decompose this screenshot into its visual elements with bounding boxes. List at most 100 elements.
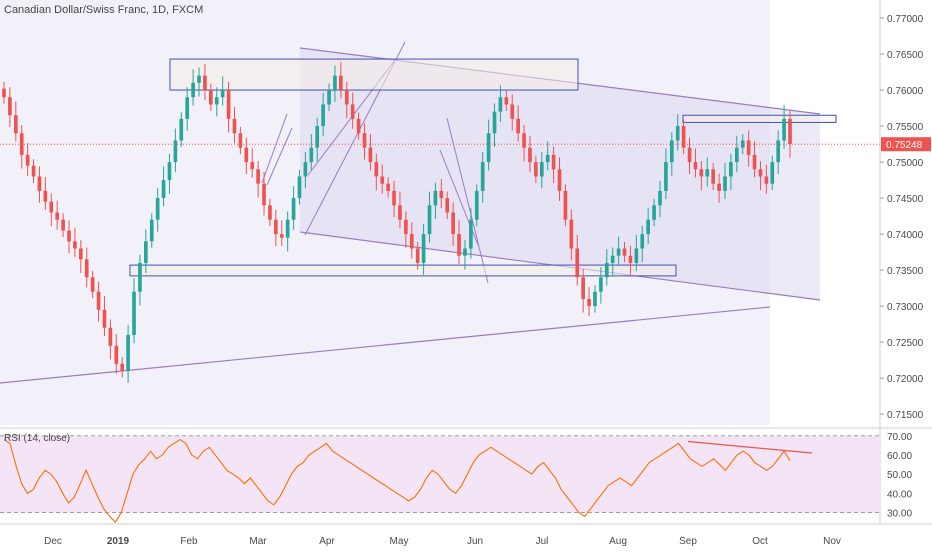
candle-body — [563, 190, 568, 220]
candle-body — [404, 219, 408, 235]
candle-body — [522, 133, 526, 148]
rsi-tick-label: 60.00 — [887, 451, 912, 462]
time-tick-label: Jul — [536, 536, 549, 547]
time-tick-label: Feb — [180, 536, 198, 547]
candle-body — [61, 219, 65, 231]
rsi-divergence-line — [687, 440, 813, 454]
zone-resistance — [169, 58, 579, 91]
candle-body — [498, 97, 503, 112]
flag-line-a — [261, 113, 288, 184]
candle-body — [575, 248, 580, 278]
candle-body — [693, 162, 698, 170]
candle-body — [776, 140, 781, 163]
candle-body — [209, 90, 213, 105]
candle-body — [49, 201, 54, 213]
price-tick-label: 0.74500 — [887, 194, 924, 205]
candle-body — [179, 118, 184, 141]
candle-body — [664, 162, 668, 191]
candle-body — [374, 162, 379, 177]
candle-body — [581, 277, 585, 299]
candle-body — [244, 147, 249, 163]
candle-body — [185, 97, 190, 119]
candle-body — [758, 169, 763, 177]
candle-body — [433, 190, 438, 206]
rsi-title: RSI (14, close) — [4, 433, 70, 444]
candle-body — [409, 234, 414, 249]
candle-body — [191, 82, 195, 98]
rsi-tick-label: 40.00 — [887, 489, 912, 500]
candle-body — [398, 205, 402, 220]
candle-body — [380, 176, 385, 184]
time-tick-label: Oct — [752, 536, 768, 547]
candle-body — [510, 104, 515, 119]
candle-body — [604, 262, 609, 278]
candle-body — [740, 140, 745, 148]
time-axis: Dec 2019 Feb Mar Apr May Jun Jul Aug Sep Oct Nov — [44, 536, 841, 547]
candle-body — [610, 255, 615, 263]
price-tick-label: 0.74000 — [887, 230, 924, 241]
candle-body — [474, 190, 479, 220]
candle-body — [37, 176, 42, 191]
candle-body — [551, 154, 556, 170]
current-price-tag — [881, 137, 931, 152]
candle-body — [421, 234, 426, 263]
candle-body — [734, 147, 739, 163]
candle-body — [752, 154, 757, 170]
candle-body — [516, 118, 520, 134]
candle-body — [203, 75, 207, 91]
rsi-tick-label: 50.00 — [887, 470, 912, 481]
time-tick-label: Dec — [44, 536, 62, 547]
rsi-pane: 70.00 60.00 50.00 40.00 30.00 — [0, 432, 912, 523]
candle-body — [439, 190, 444, 199]
price-tick-label: 0.71500 — [887, 410, 924, 421]
candle-body — [333, 75, 337, 91]
flag-line-b — [266, 127, 293, 186]
candle-body — [161, 180, 166, 199]
candle-body — [687, 147, 692, 163]
time-tick-label: May — [390, 536, 409, 547]
zone-support — [129, 264, 677, 277]
candle-body — [534, 162, 538, 177]
candle-body — [386, 183, 390, 191]
candle-body — [539, 162, 544, 177]
candle-body — [78, 248, 83, 260]
candle-body — [327, 90, 331, 105]
candle-body — [138, 262, 142, 292]
candle-body — [250, 162, 255, 170]
candle-body — [599, 277, 603, 292]
candle-body — [55, 212, 60, 220]
zone-recent-high — [682, 114, 837, 123]
price-tick-label: 0.73500 — [887, 266, 924, 277]
time-tick-label: 2019 — [107, 536, 130, 547]
time-tick-label: Apr — [319, 536, 335, 547]
candle-body — [350, 104, 355, 119]
candle-body — [480, 162, 485, 191]
price-tick-label: 0.72000 — [887, 374, 924, 385]
candle-body — [285, 219, 290, 238]
candle-body — [8, 97, 12, 116]
candle-body — [102, 309, 107, 328]
candle-body — [415, 248, 420, 263]
candle-body — [197, 75, 201, 83]
candle-body — [303, 162, 308, 177]
candle-body — [344, 90, 349, 105]
candle-body — [167, 162, 172, 181]
candle-body — [770, 162, 775, 184]
candle-body — [309, 147, 314, 163]
candle-body — [120, 363, 125, 371]
candle-body — [557, 169, 562, 191]
candle-body — [457, 234, 461, 256]
candle-body — [268, 205, 272, 220]
candle-body — [13, 115, 18, 134]
candle-body — [675, 126, 680, 141]
candle-body — [315, 126, 320, 148]
rsi-tick-label: 30.00 — [887, 508, 912, 519]
price-tick-label: 0.76500 — [887, 50, 924, 61]
candle-body — [463, 248, 467, 256]
candle-body — [569, 219, 574, 249]
candle-body — [25, 154, 30, 166]
candle-body — [84, 259, 89, 278]
time-tick-label: Sep — [679, 536, 697, 547]
candle-body — [279, 234, 284, 238]
candle-body — [256, 169, 260, 184]
